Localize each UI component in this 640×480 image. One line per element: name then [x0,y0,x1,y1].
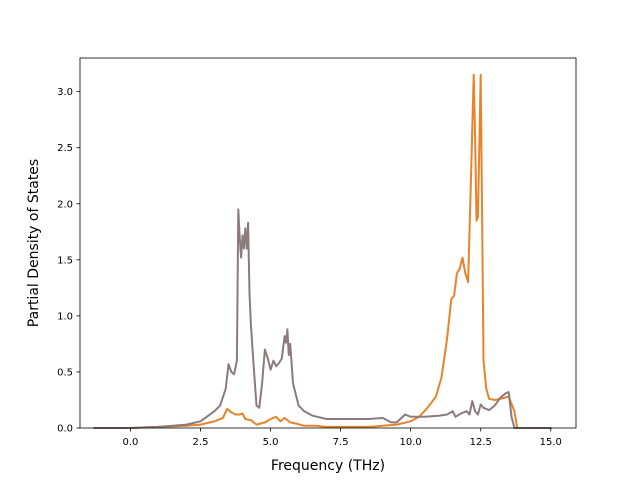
x-tick-label: 15.0 [540,437,562,448]
x-tick-label: 7.5 [333,437,349,448]
x-tick-label: 12.5 [470,437,492,448]
y-tick-label: 1.0 [57,311,73,322]
y-tick-label: 0.5 [57,367,73,378]
plot-frame [79,57,577,429]
x-tick-label: 0.0 [122,437,138,448]
y-tick-label: 2.0 [57,199,73,210]
series-line-1 [93,73,552,429]
y-tick-label: 2.5 [57,143,73,154]
y-axis: 0.0 0.5 1.0 1.5 2.0 2.5 3.0 [57,87,80,435]
series-line-2 [93,208,552,429]
y-tick-label: 0.0 [57,424,73,435]
x-axis-title: Frequency (THz) [271,458,385,474]
y-tick-label: 1.5 [57,255,73,266]
x-tick-label: 5.0 [263,437,279,448]
y-tick-label: 3.0 [57,87,73,98]
x-tick-label: 10.0 [400,437,422,448]
x-axis: 0.0 2.5 5.0 7.5 10.0 12.5 15.0 [122,428,562,448]
x-tick-label: 2.5 [193,437,209,448]
series-layer [93,73,552,429]
y-axis-title: Partial Density of States [26,159,42,327]
